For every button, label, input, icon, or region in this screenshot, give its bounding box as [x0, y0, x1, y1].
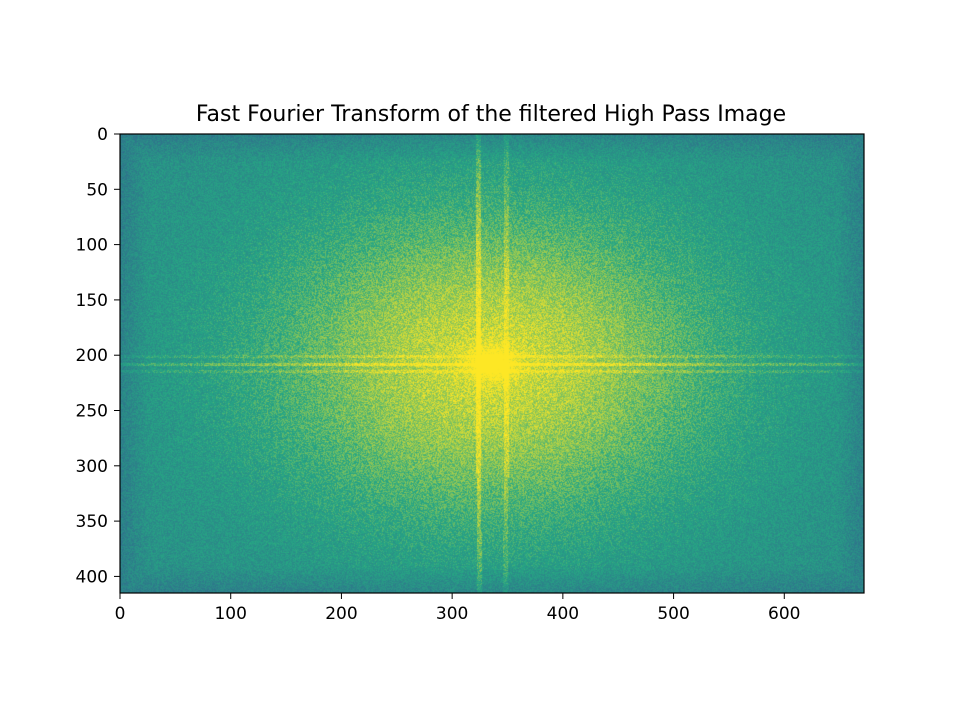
y-axis: 0 50 100 150 200 250 300 350 400: [76, 125, 120, 587]
x-tick-label: 100: [214, 604, 246, 624]
x-tick-label: 0: [115, 604, 126, 624]
y-tick-label: 350: [76, 512, 108, 532]
y-tick-label: 150: [76, 291, 108, 311]
y-tick-label: 200: [76, 346, 108, 366]
y-tick-label: 300: [76, 457, 108, 477]
x-tick-label: 600: [768, 604, 800, 624]
x-tick-label: 400: [547, 604, 579, 624]
y-tick-label: 250: [76, 402, 108, 422]
y-tick-label: 50: [86, 180, 108, 200]
y-tick-label: 0: [97, 125, 108, 145]
x-tick-label: 300: [436, 604, 468, 624]
y-tick-label: 400: [76, 567, 108, 587]
heatmap-image: [120, 134, 864, 593]
chart-title: Fast Fourier Transform of the filtered H…: [196, 102, 786, 127]
x-tick-label: 200: [325, 604, 357, 624]
x-axis: 0 100 200 300 400 500 600: [115, 593, 801, 624]
plot-area: [119, 133, 865, 594]
heatmap-image-container: [120, 134, 864, 593]
y-tick-label: 100: [76, 236, 108, 256]
plot-frame: [119, 133, 865, 594]
x-tick-label: 500: [657, 604, 689, 624]
